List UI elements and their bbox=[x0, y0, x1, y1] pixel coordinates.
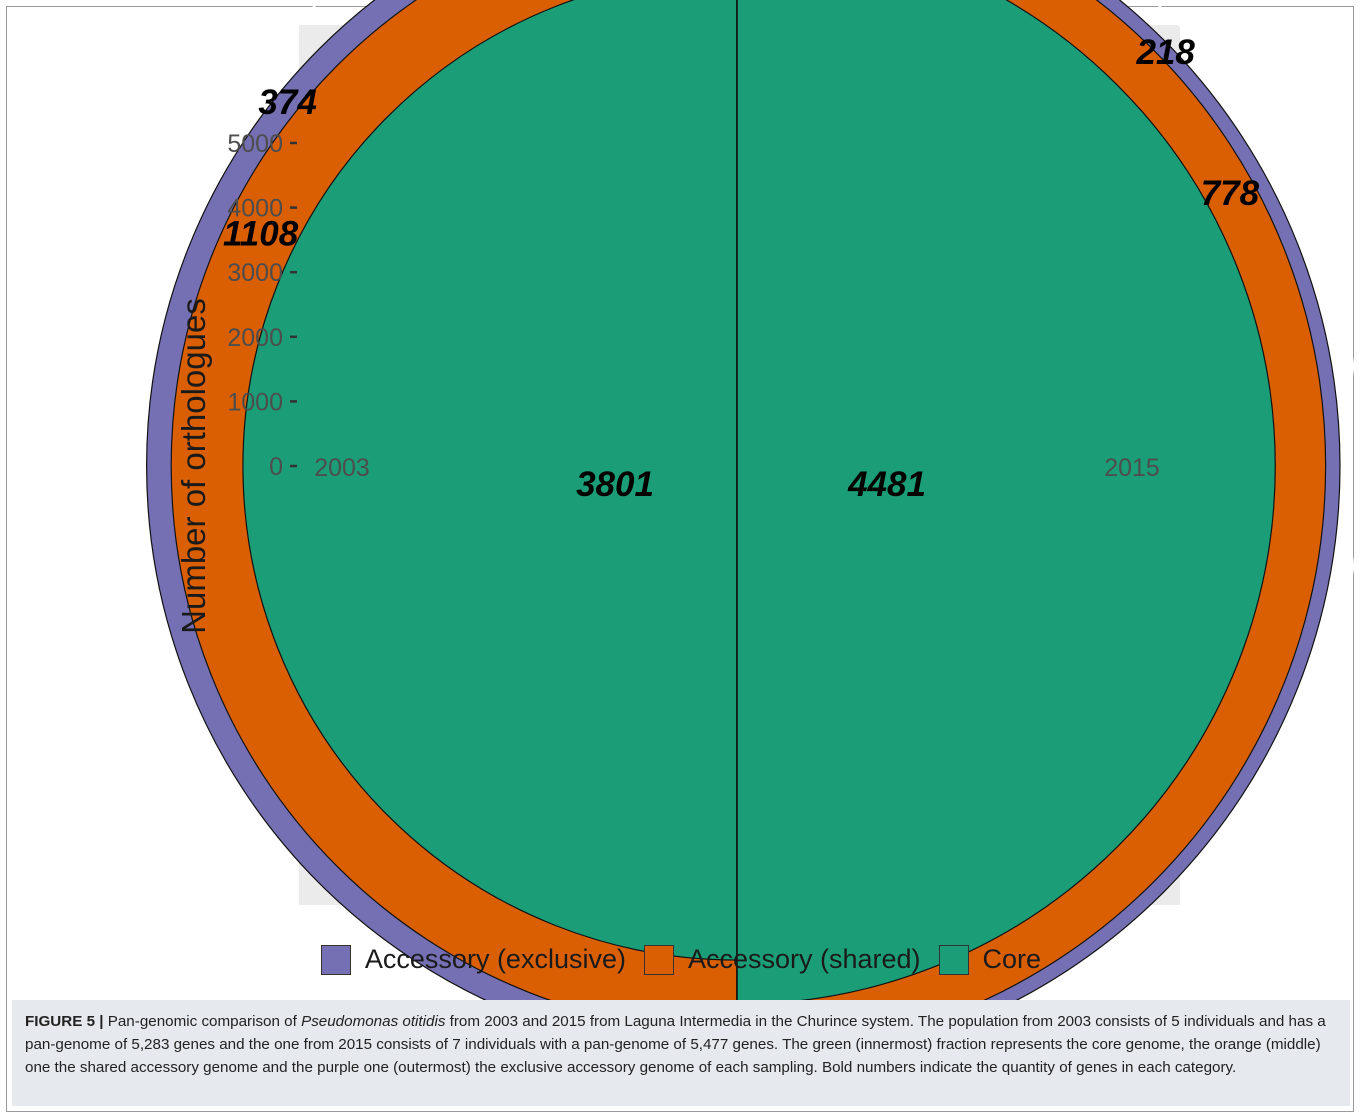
y-tick-label-1000: 1000 bbox=[227, 388, 283, 416]
y-tick-label-4000: 4000 bbox=[227, 195, 283, 223]
caption-text-start: Pan-genomic comparison of bbox=[103, 1013, 302, 1030]
legend-item-accessory-exclusive: Accessory (exclusive) bbox=[320, 944, 626, 975]
value-label-2003-accessory-exclusive-: 374 bbox=[258, 83, 316, 122]
value-label-2003-accessory-shared-: 1108 bbox=[223, 215, 299, 254]
value-label-2015-core: 4481 bbox=[847, 465, 926, 504]
value-label-layer: 3801 4481 1108 778 374 218 bbox=[223, 33, 1260, 504]
wedge-2003-core bbox=[242, 0, 738, 961]
legend-key-accessory-exclusive bbox=[320, 944, 351, 975]
y-axis-title: Number of orthologues bbox=[175, 298, 212, 634]
y-tick-label-0: 0 bbox=[269, 453, 283, 481]
y-axis: 0 1000 2000 3000 4000 5000 bbox=[227, 130, 297, 481]
legend-label-accessory-exclusive: Accessory (exclusive) bbox=[364, 944, 626, 974]
category-label-2015: 2015 bbox=[1104, 454, 1160, 482]
legend-key-core bbox=[938, 944, 969, 975]
y-tick-label-2000: 2000 bbox=[227, 324, 283, 352]
y-tick-label-3000: 3000 bbox=[227, 259, 283, 287]
legend: Accessory (exclusive) Accessory (shared) C… bbox=[0, 944, 1362, 975]
wedge-layer bbox=[146, 0, 1341, 1000]
figure-caption: FIGURE 5 | Pan-genomic comparison of Pse… bbox=[12, 1000, 1350, 1106]
value-label-2015-accessory-shared-: 778 bbox=[1201, 174, 1260, 213]
legend-item-core: Core bbox=[938, 944, 1042, 975]
value-label-2015-accessory-exclusive-: 218 bbox=[1135, 33, 1195, 72]
wedge-2015-core bbox=[736, 0, 1276, 1000]
value-label-2003-core: 3801 bbox=[576, 465, 654, 504]
caption-label: FIGURE 5 | bbox=[25, 1013, 104, 1030]
polar-chart: 3801 4481 1108 778 374 218 2003 2015 0 1000 2000… bbox=[146, 0, 1341, 1000]
legend-label-core: Core bbox=[982, 944, 1042, 974]
legend-label-accessory-shared: Accessory (shared) bbox=[687, 944, 921, 974]
category-label-layer: 2003 2015 bbox=[314, 454, 1160, 482]
legend-key-accessory-shared bbox=[643, 944, 674, 975]
y-tick-label-5000: 5000 bbox=[227, 130, 283, 158]
category-label-2003: 2003 bbox=[314, 454, 370, 482]
caption-species: Pseudomonas otitidis bbox=[301, 1013, 446, 1030]
legend-item-accessory-shared: Accessory (shared) bbox=[643, 944, 921, 975]
caption-text-end: from 2003 and 2015 from Laguna Intermedi… bbox=[25, 1013, 1326, 1076]
